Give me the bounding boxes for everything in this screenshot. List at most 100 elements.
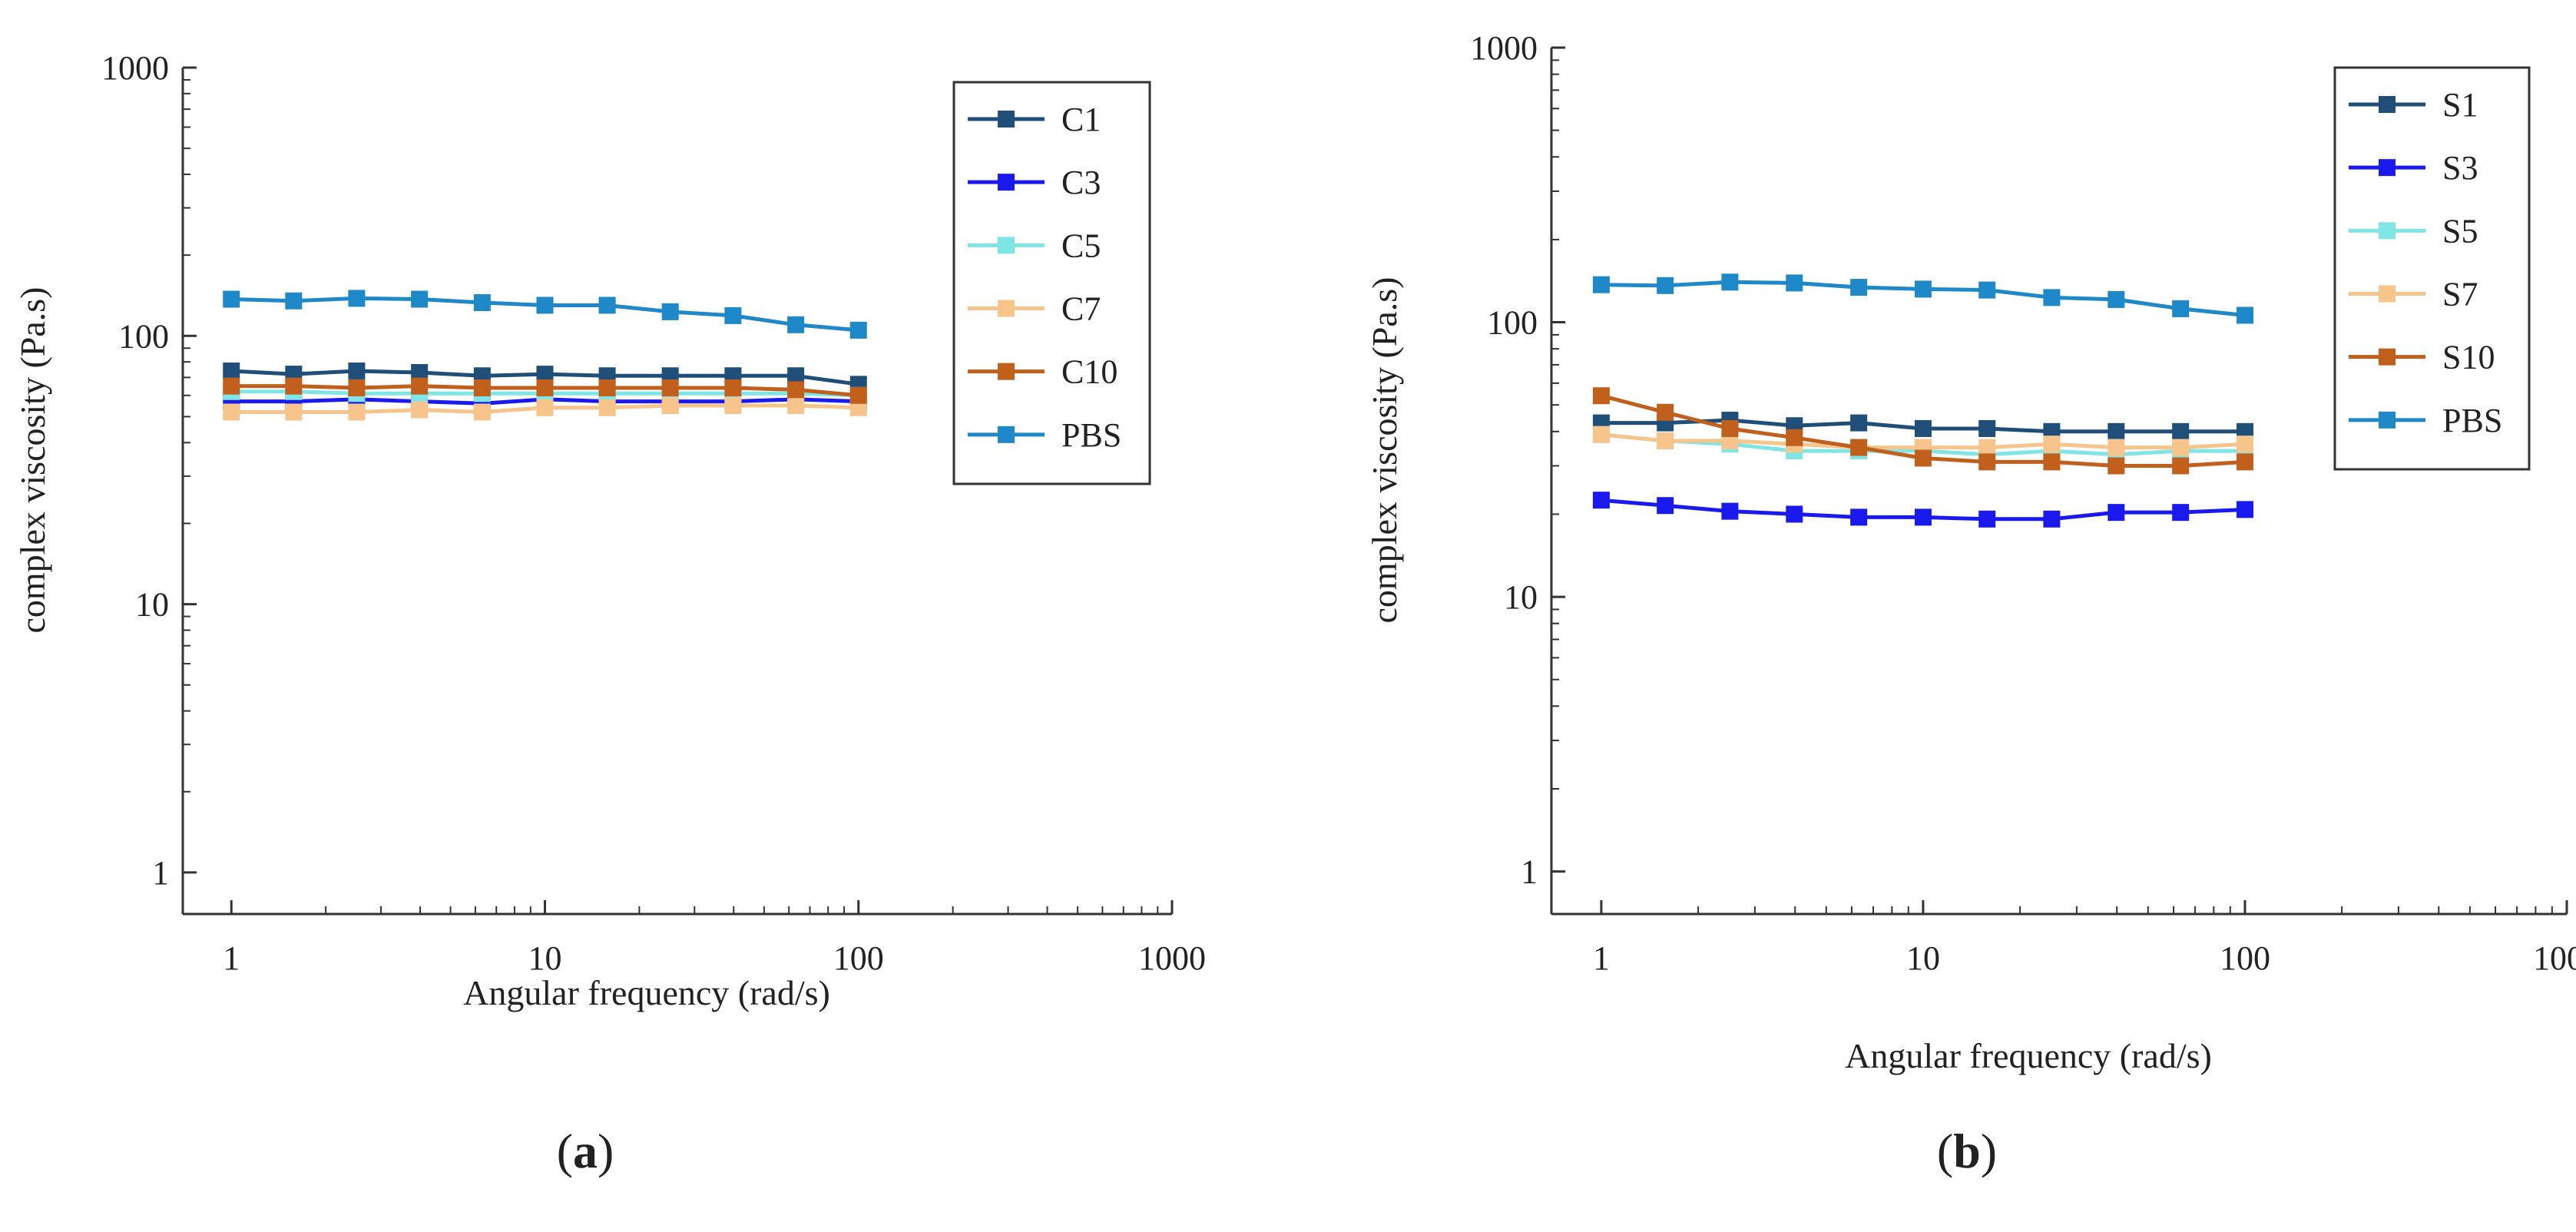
data-point-s10	[1850, 439, 1868, 456]
y-tick-label: 1	[152, 854, 169, 892]
legend-label-s1: S1	[2442, 86, 2478, 124]
data-point-s7	[1978, 439, 1996, 456]
data-point-c10	[787, 381, 805, 399]
legend-label-pbs: PBS	[2442, 402, 2502, 439]
data-point-c10	[223, 377, 240, 395]
data-point-s3	[1978, 510, 1996, 528]
data-point-s3	[1850, 508, 1868, 526]
data-point-pbs	[1786, 274, 1803, 292]
legend-label-s7: S7	[2442, 276, 2478, 313]
data-point-pbs	[724, 306, 742, 324]
legend-box	[952, 81, 1151, 485]
data-point-s10	[1914, 449, 1932, 467]
data-point-c10	[536, 379, 554, 396]
x-tick-label: 1	[223, 939, 240, 977]
y-tick-label: 1	[1521, 853, 1538, 891]
data-point-pbs	[849, 321, 867, 339]
data-point-pbs	[1914, 280, 1932, 298]
data-point-c7	[473, 403, 491, 421]
x-axis-title: Angular frequency (rad/s)	[463, 973, 830, 1012]
y-tick-label: 1000	[1470, 29, 1538, 67]
data-point-c7	[536, 399, 554, 416]
data-point-c7	[285, 403, 303, 421]
legend-swatch-marker	[2379, 285, 2396, 303]
data-point-c10	[348, 379, 366, 396]
legend-swatch-marker	[2379, 222, 2396, 240]
data-point-pbs	[661, 303, 679, 320]
data-point-pbs	[473, 294, 491, 312]
data-point-c10	[849, 386, 867, 404]
panel-a-chart: 1 10 100 1000 1 10 100 1000 C1 C3 C5 C7 C10 PBS Angula…	[13, 49, 1206, 1178]
data-point-pbs	[598, 296, 616, 314]
data-point-s10	[2107, 457, 2125, 475]
data-point-s3	[2043, 510, 2061, 528]
data-point-pbs	[1721, 273, 1739, 291]
legend-swatch-marker	[2379, 159, 2396, 177]
x-tick-label: 100	[833, 939, 884, 977]
data-point-c1	[223, 362, 240, 379]
legend-label-c5: C5	[1061, 227, 1101, 264]
y-tick-label: 1000	[101, 49, 169, 87]
legend-swatch-marker	[998, 174, 1015, 191]
data-point-pbs	[2236, 306, 2253, 324]
data-point-pbs	[348, 290, 366, 307]
data-point-s1	[1978, 419, 1996, 437]
y-tick-label: 100	[118, 317, 169, 355]
data-point-s3	[1592, 492, 1610, 509]
data-point-c10	[285, 377, 303, 395]
data-point-s10	[2043, 453, 2061, 471]
legend-label-c10: C10	[1061, 353, 1117, 391]
x-tick-label: 10	[528, 939, 561, 977]
legend-swatch-marker	[2379, 411, 2396, 429]
data-point-c7	[787, 396, 805, 414]
legend-swatch-marker	[998, 111, 1015, 128]
data-point-c1	[411, 364, 429, 382]
data-point-s10	[1592, 387, 1610, 405]
legend-swatch-marker	[2379, 348, 2396, 366]
data-point-s10	[1786, 429, 1803, 446]
data-point-c7	[223, 403, 240, 421]
x-tick-label: 1000	[1138, 939, 1206, 977]
panel-b-chart: 1 10 100 1000 1 10 100 1000 S1 S3 S5 S7 S10 PBS Angula…	[1365, 29, 2576, 1178]
legend-label-s3: S3	[2442, 149, 2478, 187]
legend-label-c1: C1	[1061, 101, 1101, 138]
data-point-s3	[2107, 504, 2125, 522]
legend-swatch-marker	[2379, 96, 2396, 113]
data-point-c7	[661, 396, 679, 414]
x-tick-label: 1	[1593, 939, 1610, 977]
legend-label-s10: S10	[2442, 339, 2495, 376]
legend-swatch-marker	[998, 426, 1015, 443]
data-point-s10	[1657, 403, 1674, 421]
data-point-c7	[724, 396, 742, 414]
data-point-c10	[473, 379, 491, 396]
data-point-c7	[348, 403, 366, 421]
legend-label-s5: S5	[2442, 212, 2478, 250]
data-point-pbs	[787, 316, 805, 333]
data-point-s10	[2236, 453, 2253, 471]
x-tick-label: 10	[1906, 939, 1940, 977]
data-point-s3	[1914, 508, 1932, 526]
x-tick-label: 100	[2220, 939, 2270, 977]
legend-box	[2333, 66, 2531, 471]
data-point-pbs	[2107, 290, 2125, 308]
legend-swatch-marker	[998, 237, 1015, 254]
y-tick-label: 100	[1487, 304, 1538, 342]
x-tick-label: 1000	[2533, 939, 2576, 977]
data-point-s1	[2107, 422, 2125, 440]
legend-swatch-marker	[998, 363, 1015, 380]
data-point-pbs	[285, 292, 303, 310]
data-point-s7	[1592, 426, 1610, 443]
data-point-c10	[598, 379, 616, 396]
data-point-pbs	[1978, 281, 1996, 299]
legend-label-pbs: PBS	[1061, 416, 1121, 454]
data-point-s3	[2236, 501, 2253, 518]
x-axis-title: Angular frequency (rad/s)	[1845, 1036, 2212, 1075]
data-point-c1	[536, 366, 554, 383]
data-point-pbs	[1850, 279, 1868, 296]
data-point-s7	[2236, 436, 2253, 453]
data-point-c7	[598, 399, 616, 416]
data-point-pbs	[411, 290, 429, 308]
y-axis-title: complex viscosity (Pa.s)	[13, 287, 52, 634]
data-point-c7	[411, 401, 429, 419]
